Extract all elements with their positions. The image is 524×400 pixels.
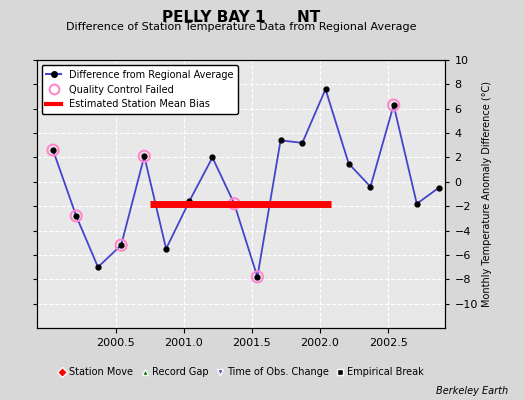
Text: Difference of Station Temperature Data from Regional Average: Difference of Station Temperature Data f… (66, 22, 416, 32)
Y-axis label: Monthly Temperature Anomaly Difference (°C): Monthly Temperature Anomaly Difference (… (482, 81, 492, 307)
Point (117, 242, 125, 248)
Point (49, 147, 57, 153)
Point (230, 200, 238, 207)
Point (253, 274, 261, 280)
Text: PELLY BAY 1      NT: PELLY BAY 1 NT (162, 10, 320, 25)
Point (140, 153, 148, 160)
Point (389, 102, 398, 108)
Legend: Difference from Regional Average, Quality Control Failed, Estimated Station Mean: Difference from Regional Average, Qualit… (41, 65, 238, 114)
Legend: Station Move, Record Gap, Time of Obs. Change, Empirical Break: Station Move, Record Gap, Time of Obs. C… (54, 363, 428, 381)
Text: Berkeley Earth: Berkeley Earth (436, 386, 508, 396)
Point (72, 213, 80, 219)
